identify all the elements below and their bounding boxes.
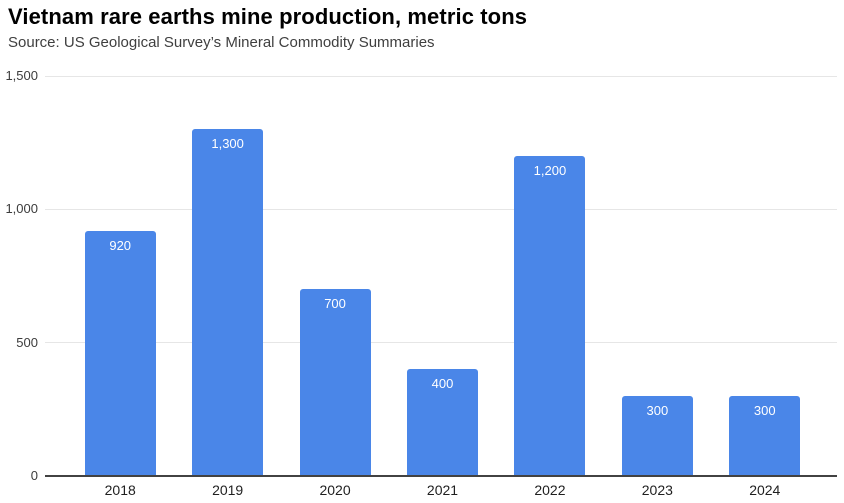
- bar-2023: 300: [621, 396, 693, 476]
- y-tick-label: 0: [30, 468, 38, 483]
- x-tick-label: 2022: [534, 482, 566, 498]
- x-tick-label: 2018: [104, 482, 136, 498]
- gridline: [45, 342, 837, 344]
- y-tick-label: 1,500: [5, 68, 38, 83]
- chart-title: Vietnam rare earths mine production, met…: [8, 4, 528, 29]
- y-tick-label: 500: [16, 334, 38, 350]
- x-tick-label: 2021: [426, 482, 459, 498]
- bar-2020: 700: [299, 289, 371, 476]
- bar-value-label: 1,300: [211, 136, 244, 152]
- chart-source: Source: US Geological Survey’s Mineral C…: [8, 34, 435, 51]
- bar-value-label: 300: [646, 403, 669, 418]
- x-tick-label: 2020: [319, 482, 351, 498]
- bar-value-label: 920: [109, 237, 132, 253]
- bar-2024: 300: [729, 396, 801, 476]
- gridline: [45, 208, 837, 210]
- plot-area: 920 1,300 700 400 1,200 300 300: [45, 75, 837, 477]
- bar-2018: 920: [84, 230, 156, 476]
- bar-2021: 400: [407, 369, 478, 476]
- gridline: [45, 75, 837, 77]
- x-tick-label: 2023: [641, 482, 673, 498]
- bar-value-label: 300: [753, 403, 776, 418]
- bar-value-label: 700: [324, 296, 346, 312]
- bar-value-label: 400: [431, 376, 454, 392]
- x-tick-label: 2024: [749, 482, 781, 498]
- x-axis-line: [45, 475, 837, 477]
- bar-value-label: 1,200: [533, 163, 567, 178]
- y-tick-label: 1,000: [5, 201, 38, 217]
- x-tick-label: 2019: [212, 482, 244, 498]
- bar-2022: 1,200: [514, 156, 586, 476]
- bar-2019: 1,300: [192, 129, 264, 476]
